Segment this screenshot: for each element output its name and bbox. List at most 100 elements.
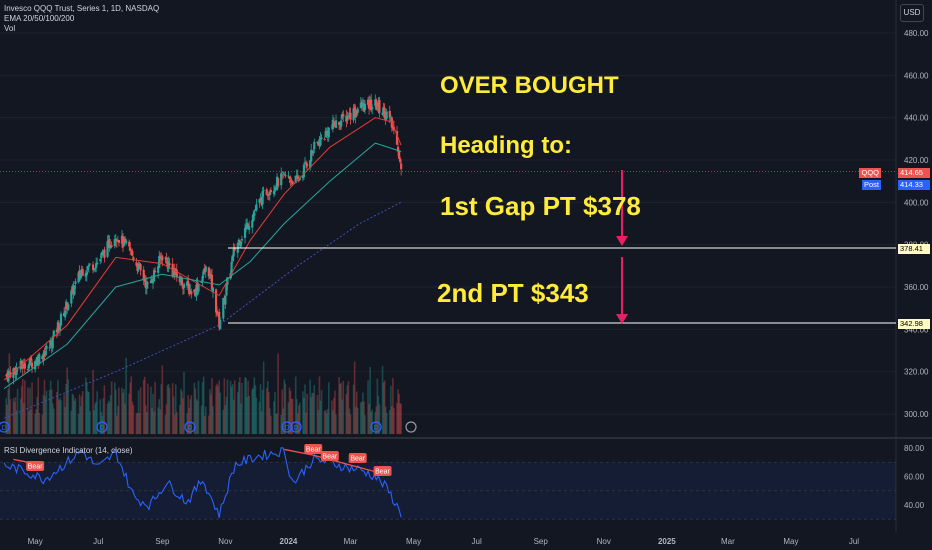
volume-bar: [354, 406, 357, 434]
volume-bar: [211, 377, 213, 434]
volume-bar: [333, 398, 335, 434]
event-marker-label: D: [373, 425, 378, 432]
time-tick: Sep: [155, 537, 170, 546]
volume-bar: [165, 404, 168, 434]
volume-bar: [129, 382, 132, 434]
ema-legend[interactable]: EMA 20/50/100/200: [4, 14, 75, 23]
candle-body: [26, 369, 30, 371]
candle-body: [342, 113, 345, 117]
candle-body: [224, 295, 227, 305]
candle-body: [312, 150, 315, 154]
candle-body: [180, 278, 184, 286]
volume-legend[interactable]: Vol: [4, 24, 16, 33]
volume-bar: [64, 406, 66, 434]
symbol-legend[interactable]: Invesco QQQ Trust, Series 1, 1D, NASDAQ: [4, 4, 160, 13]
volume-bar: [209, 389, 211, 434]
volume-bar: [253, 377, 256, 434]
candle-body: [383, 107, 386, 119]
volume-bar: [297, 405, 300, 434]
currency-button[interactable]: USD: [900, 4, 924, 22]
volume-bar: [269, 408, 271, 434]
volume-bar: [375, 406, 378, 434]
candle-body: [248, 226, 251, 230]
candle-body: [233, 247, 236, 251]
price-tick: 320.00: [904, 368, 929, 377]
candle-body: [153, 271, 157, 273]
bear-label-box: [304, 444, 323, 454]
volume-bar: [327, 382, 330, 434]
volume-bar: [282, 408, 285, 434]
candle-body: [320, 137, 323, 139]
candle-body: [340, 120, 343, 127]
candle-body: [20, 361, 23, 367]
candle-body: [258, 199, 261, 203]
arrow-2-head: [616, 314, 628, 324]
candle-body: [91, 264, 95, 270]
candle-body: [123, 238, 127, 242]
volume-bar: [258, 401, 261, 434]
volume-bar: [21, 378, 24, 434]
candle-body: [151, 280, 155, 284]
candle-body: [79, 272, 82, 279]
volume-bar: [124, 403, 126, 434]
candle-body: [240, 239, 244, 241]
volume-bar: [276, 413, 278, 434]
candle-body: [303, 162, 307, 164]
volume-bar: [172, 396, 175, 434]
candle-body: [251, 220, 254, 228]
rsi-title[interactable]: RSI Divergence Indicator (14, close): [4, 446, 133, 455]
volume-bar: [86, 382, 88, 434]
volume-bar: [226, 379, 229, 434]
candle-body: [95, 263, 98, 269]
candle-body: [316, 141, 319, 143]
candle-body: [273, 187, 277, 192]
candle-body: [381, 112, 384, 115]
candle-body: [385, 111, 388, 119]
price-tick: 360.00: [904, 283, 929, 292]
volume-bar: [290, 399, 293, 434]
candle-body: [145, 281, 148, 289]
candle-body: [165, 258, 168, 261]
volume-bar: [72, 394, 75, 434]
volume-bar: [277, 353, 279, 434]
candle-body: [231, 255, 234, 261]
volume-bar: [117, 405, 119, 434]
volume-bar: [316, 395, 319, 434]
candle-body: [58, 323, 62, 332]
candle-body: [135, 262, 138, 266]
candle-body: [363, 103, 367, 111]
volume-bar: [309, 379, 311, 434]
candle-body: [290, 179, 293, 181]
candle-body: [298, 177, 301, 180]
volume-bar: [223, 378, 226, 434]
candle-body: [354, 110, 357, 118]
volume-bar: [103, 385, 106, 434]
candle-body: [261, 191, 264, 205]
volume-bar: [30, 409, 32, 434]
candle-body: [269, 189, 272, 193]
volume-bar: [180, 388, 182, 434]
volume-bar: [152, 393, 154, 434]
candle-body: [30, 362, 34, 368]
price-tick: 440.00: [904, 114, 929, 123]
horizontal-levels[interactable]: [0, 171, 896, 324]
volume-bar: [240, 403, 242, 434]
volume-bar: [338, 377, 340, 434]
candle-body: [138, 263, 141, 265]
volume-bar: [288, 387, 291, 434]
candle-body: [200, 282, 203, 284]
candle-body: [282, 171, 285, 174]
candle-body: [208, 273, 211, 279]
volume-bar: [157, 407, 159, 434]
volume-bar: [232, 399, 235, 434]
volume-bar: [20, 386, 23, 434]
candle-body: [94, 268, 97, 270]
volume-bar: [48, 389, 51, 434]
volume-bar: [187, 395, 189, 434]
volume-bar: [299, 402, 301, 434]
bear-label: Bear: [322, 454, 337, 461]
qqq-tag-value: 414.65: [898, 168, 930, 178]
volume-bar: [173, 414, 176, 434]
volume-bar: [128, 393, 131, 434]
